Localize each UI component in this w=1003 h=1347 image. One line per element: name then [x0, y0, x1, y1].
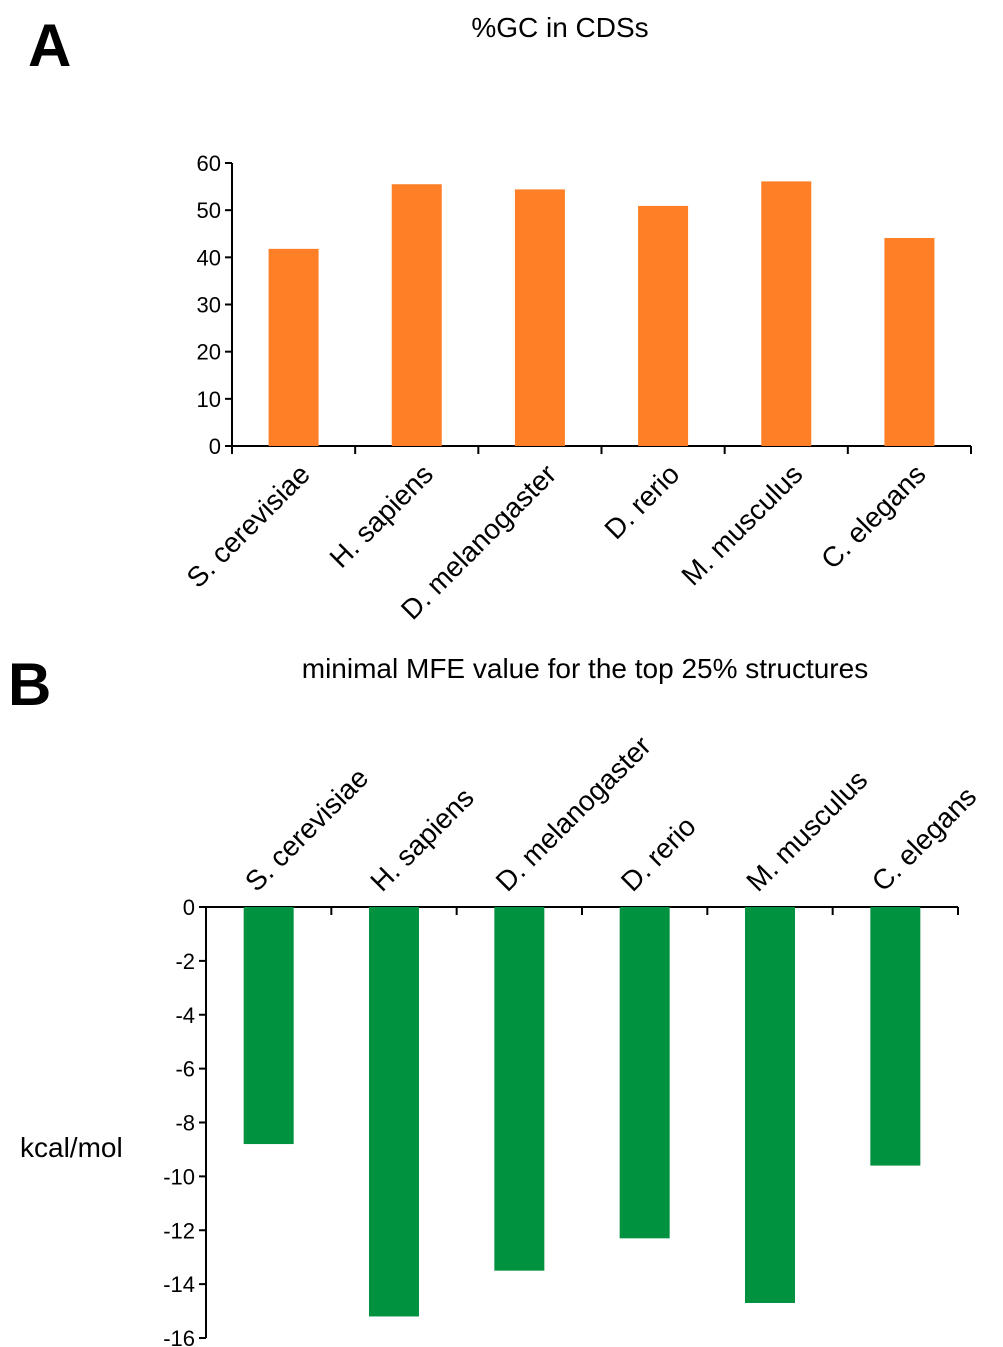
chart-b-category-label: S. cerevisiae — [239, 762, 374, 897]
chart-b-y-tick-label: -16 — [163, 1326, 195, 1347]
chart-b-category-label: C. elegans — [866, 781, 983, 898]
chart-a-y-tick-label: 20 — [197, 340, 221, 365]
chart-b-y-tick-label: -14 — [163, 1272, 195, 1297]
panel-letter-a: A — [28, 12, 71, 79]
chart-a-bar — [391, 184, 442, 446]
chart-a-title: %GC in CDSs — [471, 12, 648, 43]
chart-b-bar — [745, 907, 795, 1303]
chart-a-bars — [268, 181, 935, 446]
chart-a-axes — [231, 163, 972, 454]
chart-b-y-tick-label: -12 — [163, 1218, 195, 1243]
chart-b-category-label: D. rerio — [615, 810, 702, 897]
chart-a-y-tick-label: 40 — [197, 245, 221, 270]
panel-a: A %GC in CDSs 0 10 20 30 40 50 60 S. cerevisia… — [28, 12, 972, 626]
chart-b-category-label: M. musculus — [740, 764, 873, 897]
chart-b-y-tick-label: -6 — [175, 1057, 195, 1082]
chart-b-title: minimal MFE value for the top 25% struct… — [302, 653, 868, 684]
chart-a-y-tick-label: 0 — [209, 434, 221, 459]
chart-b-y-tick-label: 0 — [183, 895, 195, 920]
chart-b-bar — [870, 907, 921, 1166]
chart-b-axes — [205, 906, 959, 1338]
chart-b-bars — [243, 907, 921, 1317]
chart-b-y-tick-label: -4 — [175, 1003, 195, 1028]
chart-a-category-label: C. elegans — [815, 458, 932, 575]
chart-b-bar — [243, 907, 294, 1145]
chart-b-category-label: H. sapiens — [364, 782, 479, 897]
chart-a-category-label: M. musculus — [675, 458, 808, 591]
chart-a-bar — [638, 205, 689, 446]
chart-a-category-label: D. rerio — [598, 458, 685, 545]
chart-b-y-axis-label: kcal/mol — [20, 1132, 123, 1163]
chart-b-y-tick-label: -2 — [175, 949, 195, 974]
chart-b-bar — [494, 907, 545, 1271]
panel-b: B minimal MFE value for the top 25% stru… — [8, 651, 982, 1347]
chart-b-y-tick-label: -8 — [175, 1111, 195, 1136]
chart-a-y-tick-label: 10 — [197, 387, 221, 412]
chart-a-category-label: S. cerevisiae — [181, 458, 316, 593]
chart-a-y-ticks: 0 10 20 30 40 50 60 — [197, 151, 232, 459]
panel-letter-b: B — [8, 651, 51, 718]
chart-a-y-tick-label: 30 — [197, 293, 221, 318]
chart-b-bar — [619, 907, 670, 1239]
chart-a-bar — [514, 189, 565, 446]
chart-a-bar — [268, 248, 319, 446]
chart-a-bar — [761, 181, 812, 446]
chart-b-y-tick-label: -10 — [163, 1164, 195, 1189]
chart-a-bar — [884, 237, 935, 446]
chart-a-y-tick-label: 60 — [197, 151, 221, 176]
chart-a-category-label: H. sapiens — [324, 458, 439, 573]
chart-b-y-ticks: 0 -2 -4 -6 -8 -10 -12 -14 -16 — [163, 895, 206, 1347]
chart-a-y-tick-label: 50 — [197, 198, 221, 223]
chart-b-bar — [369, 907, 419, 1317]
